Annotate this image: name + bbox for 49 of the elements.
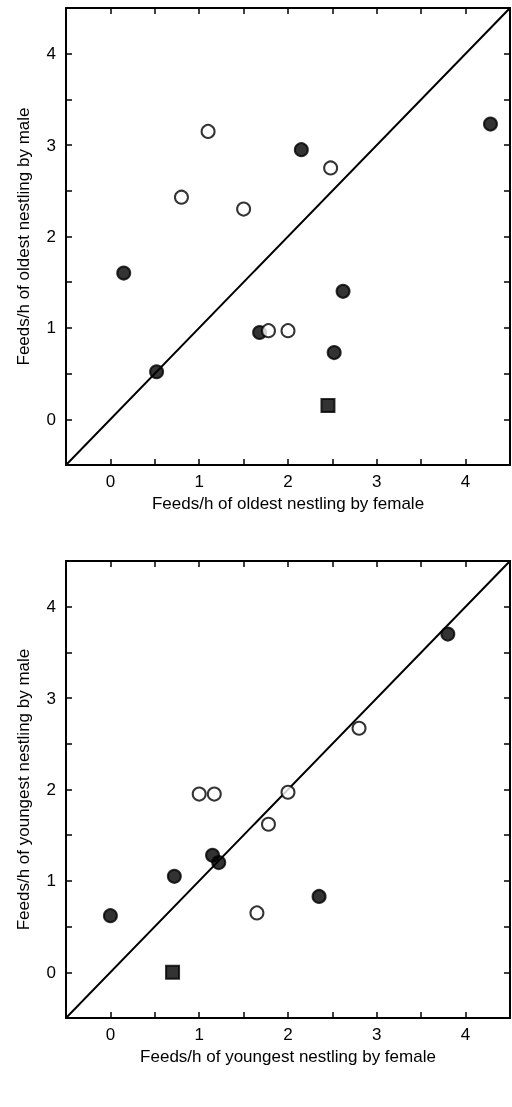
x-tick-label: 3 — [372, 1025, 382, 1044]
point — [249, 905, 265, 921]
point — [165, 964, 181, 980]
y-tick-label: 3 — [46, 688, 56, 708]
point — [311, 888, 327, 904]
y-tick-label: 2 — [46, 780, 56, 799]
point — [351, 720, 367, 736]
point — [173, 189, 189, 205]
point — [280, 784, 296, 800]
point — [191, 786, 207, 802]
y-tick-label: 0 — [46, 409, 56, 429]
point — [482, 116, 498, 132]
x-axis-title: Feeds/h of oldest nestling by female — [151, 494, 425, 513]
point — [116, 265, 132, 281]
x-tick-label: 1 — [194, 1025, 204, 1044]
point — [280, 323, 296, 339]
x-tick-label: 2 — [283, 472, 293, 491]
point — [326, 345, 342, 361]
point — [211, 855, 227, 871]
point — [440, 626, 456, 642]
x-tick-label: 4 — [460, 472, 471, 491]
y-tick-label: 0 — [46, 962, 56, 982]
point — [293, 142, 309, 158]
point — [206, 786, 222, 802]
y-tick-label: 3 — [46, 135, 56, 155]
point — [236, 201, 252, 217]
point — [320, 398, 336, 414]
y-tick-label: 2 — [46, 227, 56, 246]
y-tick-label: 4 — [46, 597, 56, 617]
point — [102, 908, 118, 924]
x-tick-label: 2 — [283, 1025, 293, 1044]
point — [200, 123, 216, 139]
x-tick-label: 0 — [105, 472, 116, 491]
y-tick-label: 1 — [46, 871, 56, 891]
y-tick-label: 4 — [46, 44, 56, 64]
y-tick-label: 1 — [46, 318, 56, 338]
x-tick-label: 4 — [460, 1025, 471, 1044]
point — [260, 323, 276, 339]
point — [149, 364, 165, 380]
point — [260, 816, 276, 832]
x-tick-label: 3 — [372, 472, 382, 491]
y-axis-title: Feeds/h of oldest nestling by male — [14, 107, 33, 366]
point — [335, 283, 351, 299]
x-tick-label: 1 — [194, 472, 204, 491]
x-tick-label: 0 — [105, 1025, 116, 1044]
x-axis-title: Feeds/h of youngest nestling by female — [140, 1047, 436, 1066]
y-axis-title: Feeds/h of youngest nestling by male — [14, 648, 33, 931]
point — [166, 868, 182, 884]
point — [323, 160, 339, 176]
